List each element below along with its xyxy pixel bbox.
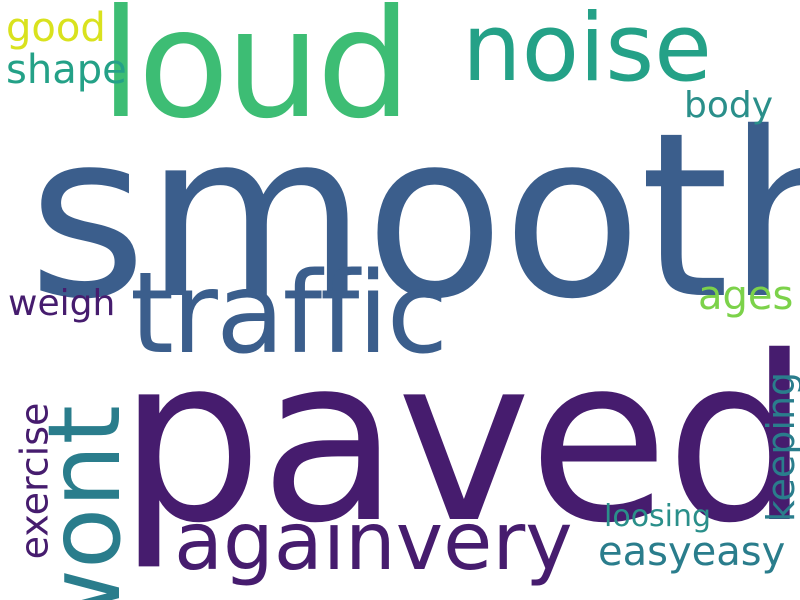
word-traffic: traffic <box>130 249 448 379</box>
word-againvery: againvery <box>174 495 573 588</box>
word-body: body <box>684 85 774 126</box>
word-loosing: loosing <box>604 499 712 534</box>
word-shape: shape <box>6 47 127 93</box>
word-loud: loud <box>100 0 412 152</box>
word-good: good <box>6 5 106 51</box>
word-keeping: keeping <box>759 371 800 523</box>
word-noise: noise <box>462 0 713 103</box>
word-paved: paved <box>118 307 800 573</box>
word-smooth: smooth <box>28 83 800 349</box>
word-easyeasy: easyeasy <box>598 529 786 575</box>
word-weigh: weigh <box>8 283 116 324</box>
word-ages: ages <box>698 273 794 319</box>
word-exercise: exercise <box>12 402 57 560</box>
